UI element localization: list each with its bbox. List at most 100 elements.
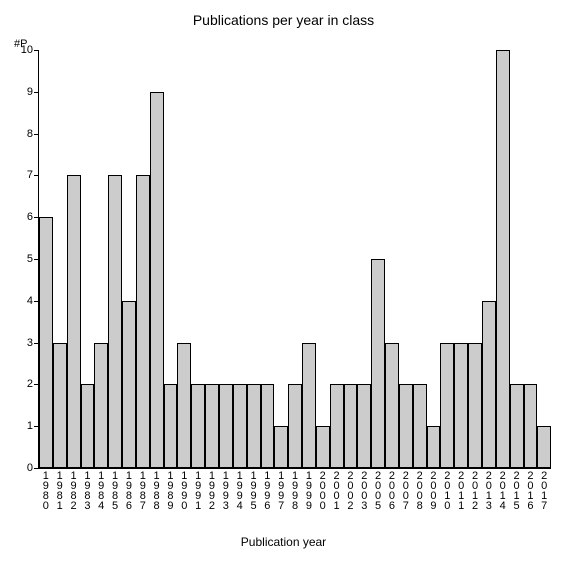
xtick: 1988 — [149, 470, 163, 515]
bar — [468, 343, 482, 468]
bar — [53, 343, 67, 468]
ytick-label: 4 — [27, 295, 33, 307]
xtick: 1982 — [66, 470, 80, 515]
x-axis-label: Publication year — [0, 535, 567, 549]
bar — [496, 50, 510, 468]
bar — [94, 343, 108, 468]
xtick: 2014 — [495, 470, 509, 515]
bar — [385, 343, 399, 468]
xtick-label: 2003 — [358, 470, 368, 510]
xtick-label: 1991 — [192, 470, 202, 510]
bar — [454, 343, 468, 468]
xtick: 2011 — [453, 470, 467, 515]
bar — [150, 92, 164, 468]
xtick-label: 1986 — [123, 470, 133, 510]
ytick-label: 3 — [27, 337, 33, 349]
chart-title: Publications per year in class — [0, 12, 567, 28]
xtick-label: 1992 — [206, 470, 216, 510]
xtick: 1999 — [301, 470, 315, 515]
xtick-label: 1995 — [248, 470, 258, 510]
bar — [344, 384, 358, 468]
xtick-label: 1983 — [82, 470, 92, 510]
bar — [233, 384, 247, 468]
xtick-label: 1990 — [178, 470, 188, 510]
bar — [537, 426, 551, 468]
xtick-label: 1994 — [234, 470, 244, 510]
xtick: 1985 — [107, 470, 121, 515]
xtick: 2007 — [398, 470, 412, 515]
xtick: 1984 — [93, 470, 107, 515]
bar — [191, 384, 205, 468]
ytick-label: 9 — [27, 86, 33, 98]
xtick-label: 2014 — [497, 470, 507, 510]
ytick-label: 8 — [27, 128, 33, 140]
x-ticks: 1980 1981198219831984 1985 1986 1987 1988 1989… — [38, 470, 550, 515]
plot-area — [38, 50, 551, 469]
ytick-label: 7 — [27, 169, 33, 181]
xtick-label: 1985 — [109, 470, 119, 510]
xtick-label: 1989 — [165, 470, 175, 510]
xtick-label: 2015 — [511, 470, 521, 510]
xtick: 2015 — [509, 470, 523, 515]
xtick: 2008 — [412, 470, 426, 515]
bar — [288, 384, 302, 468]
xtick: 2006 — [384, 470, 398, 515]
bar — [261, 384, 275, 468]
xtick-label: 1996 — [261, 470, 271, 510]
xtick: 2017 — [536, 470, 550, 515]
ytick-label: 1 — [27, 420, 33, 432]
xtick: 1983 — [80, 470, 94, 515]
xtick: 1980 — [38, 470, 52, 515]
bar — [81, 384, 95, 468]
bar — [67, 175, 81, 468]
xtick-label: 1999 — [303, 470, 313, 510]
bar — [177, 343, 191, 468]
bar — [524, 384, 538, 468]
xtick: 1991 — [190, 470, 204, 515]
bar — [413, 384, 427, 468]
bar — [316, 426, 330, 468]
xtick-label: 2009 — [428, 470, 438, 510]
bar — [108, 175, 122, 468]
xtick: 2000 — [315, 470, 329, 515]
bar — [274, 426, 288, 468]
xtick: 2001 — [329, 470, 343, 515]
bar — [427, 426, 441, 468]
ytick-label: 6 — [27, 211, 33, 223]
bar — [247, 384, 261, 468]
xtick-label: 2012 — [469, 470, 479, 510]
xtick-label: 2000 — [317, 470, 327, 510]
xtick-label: 1998 — [289, 470, 299, 510]
bar — [205, 384, 219, 468]
xtick: 1997 — [273, 470, 287, 515]
xtick: 1987 — [135, 470, 149, 515]
xtick-label: 1997 — [275, 470, 285, 510]
xtick-label: 1984 — [95, 470, 105, 510]
xtick: 1981 — [52, 470, 66, 515]
xtick: 1996 — [260, 470, 274, 515]
chart-container: Publications per year in class #P 012345… — [0, 0, 567, 567]
xtick-label: 2011 — [455, 470, 465, 510]
xtick: 2005 — [370, 470, 384, 515]
bar — [399, 384, 413, 468]
xtick-label: 2007 — [400, 470, 410, 510]
xtick-label: 1988 — [151, 470, 161, 510]
xtick: 2013 — [481, 470, 495, 515]
bar — [219, 384, 233, 468]
xtick: 2003 — [356, 470, 370, 515]
xtick: 1995 — [246, 470, 260, 515]
xtick: 1993 — [218, 470, 232, 515]
xtick: 1998 — [287, 470, 301, 515]
bar — [39, 217, 53, 468]
xtick-label: 2001 — [331, 470, 341, 510]
xtick-label: 1980 — [40, 470, 50, 510]
bar — [122, 301, 136, 468]
xtick: 1992 — [204, 470, 218, 515]
bar — [371, 259, 385, 468]
xtick: 2010 — [439, 470, 453, 515]
bars-group — [39, 50, 551, 468]
xtick-label: 1987 — [137, 470, 147, 510]
ytick-label: 2 — [27, 378, 33, 390]
xtick-label: 2010 — [441, 470, 451, 510]
xtick-label: 1981 — [54, 470, 64, 510]
